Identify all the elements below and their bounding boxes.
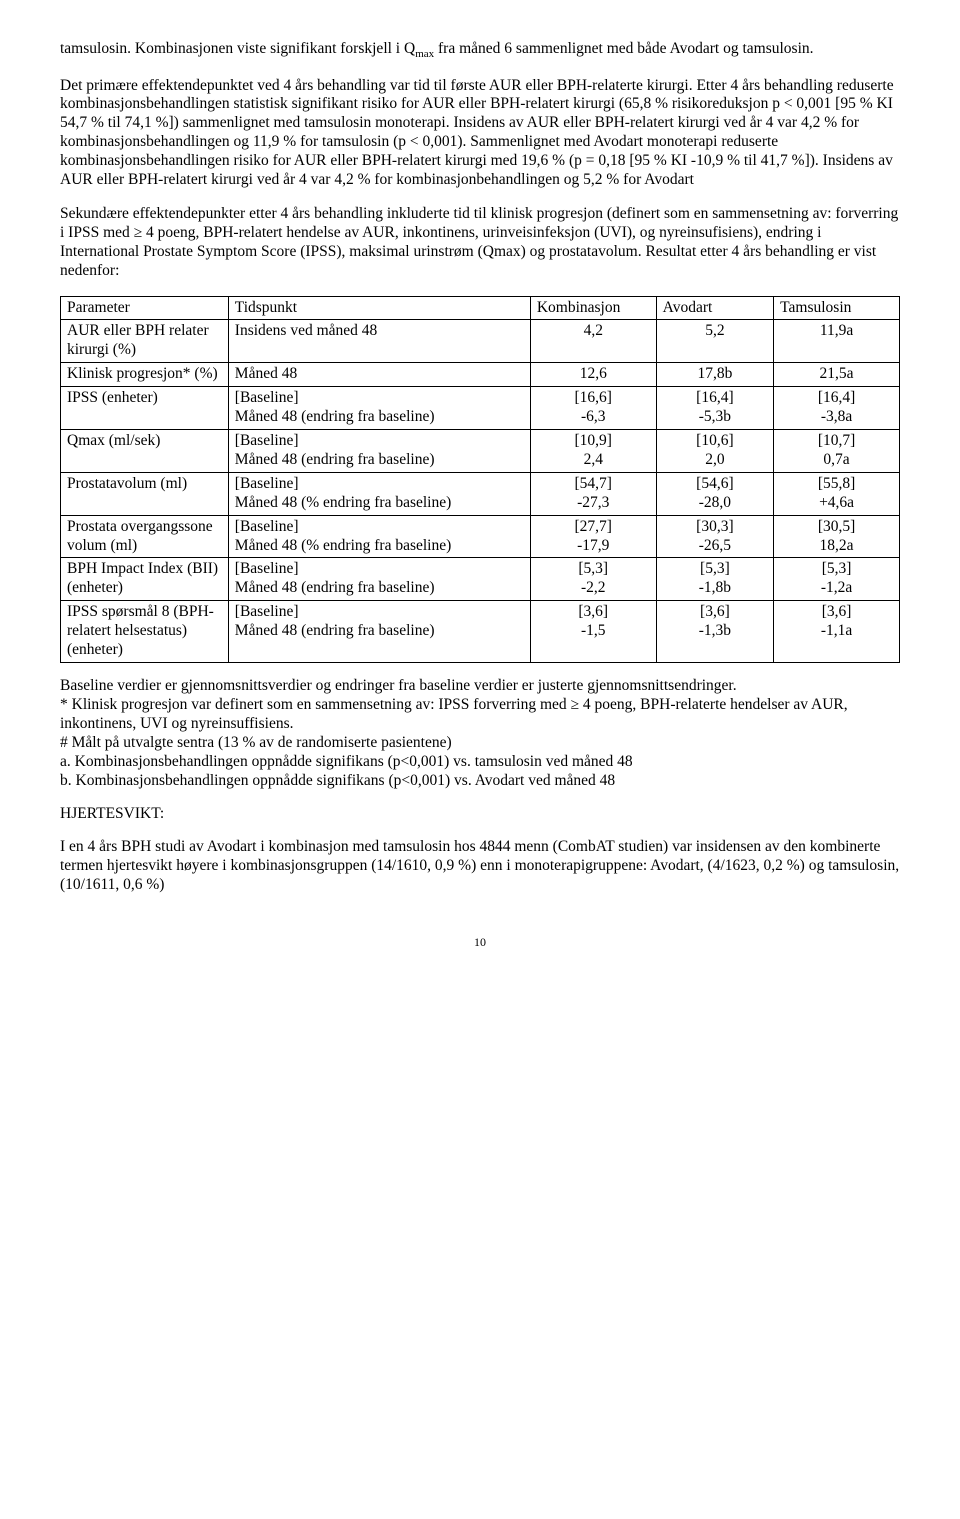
- footnote-line: # Målt på utvalgte sentra (13 % av de ra…: [60, 734, 452, 751]
- footnote-line: b. Kombinasjonsbehandlingen oppnådde sig…: [60, 772, 615, 789]
- table-row: Qmax (ml/sek)[Baseline] Måned 48 (endrin…: [61, 430, 900, 473]
- table-cell-tidspunkt: [Baseline] Måned 48 (% endring fra basel…: [228, 472, 530, 515]
- section-title: HJERTESVIKT:: [60, 805, 900, 824]
- table-cell-tidspunkt: [Baseline] Måned 48 (% endring fra basel…: [228, 515, 530, 558]
- table-header: Kombinasjon: [530, 296, 656, 320]
- paragraph-1: tamsulosin. Kombinasjonen viste signifik…: [60, 40, 900, 62]
- table-cell-parameter: BPH Impact Index (BII) (enheter): [61, 558, 229, 601]
- table-cell-value: 4,2: [530, 320, 656, 363]
- table-cell-parameter: Qmax (ml/sek): [61, 430, 229, 473]
- table-cell-parameter: Prostata overgangssone volum (ml): [61, 515, 229, 558]
- table-header: Tidspunkt: [228, 296, 530, 320]
- table-row: Prostatavolum (ml)[Baseline] Måned 48 (%…: [61, 472, 900, 515]
- table-cell-parameter: Klinisk progresjon* (%): [61, 363, 229, 387]
- table-cell-parameter: IPSS spørsmål 8 (BPH-relatert helsestatu…: [61, 601, 229, 663]
- table-row: IPSS (enheter)[Baseline] Måned 48 (endri…: [61, 387, 900, 430]
- table-cell-value: [55,8] +4,6a: [774, 472, 900, 515]
- table-cell-value: [5,3] -1,8b: [656, 558, 773, 601]
- table-cell-value: [5,3] -2,2: [530, 558, 656, 601]
- table-cell-value: [54,6] -28,0: [656, 472, 773, 515]
- table-cell-value: [54,7] -27,3: [530, 472, 656, 515]
- table-cell-parameter: IPSS (enheter): [61, 387, 229, 430]
- table-cell-value: 11,9a: [774, 320, 900, 363]
- table-cell-value: [3,6] -1,1a: [774, 601, 900, 663]
- table-footnotes: Baseline verdier er gjennomsnittsverdier…: [60, 677, 900, 790]
- table-cell-tidspunkt: [Baseline] Måned 48 (endring fra baselin…: [228, 387, 530, 430]
- table-cell-value: [27,7] -17,9: [530, 515, 656, 558]
- paragraph-1-post: fra måned 6 sammenlignet med både Avodar…: [434, 40, 813, 57]
- page-number: 10: [60, 935, 900, 950]
- table-row: Prostata overgangssone volum (ml)[Baseli…: [61, 515, 900, 558]
- footnote-line: a. Kombinasjonsbehandlingen oppnådde sig…: [60, 753, 633, 770]
- footnote-line: Baseline verdier er gjennomsnittsverdier…: [60, 677, 737, 694]
- table-header-row: Parameter Tidspunkt Kombinasjon Avodart …: [61, 296, 900, 320]
- table-cell-value: [30,3] -26,5: [656, 515, 773, 558]
- table-cell-tidspunkt: [Baseline] Måned 48 (endring fra baselin…: [228, 601, 530, 663]
- table-cell-value: [10,7] 0,7a: [774, 430, 900, 473]
- paragraph-2: Det primære effektendepunktet ved 4 års …: [60, 77, 900, 190]
- table-cell-tidspunkt: Insidens ved måned 48: [228, 320, 530, 363]
- table-cell-value: [5,3] -1,2a: [774, 558, 900, 601]
- table-cell-parameter: AUR eller BPH relater kirurgi (%): [61, 320, 229, 363]
- qmax-subscript: max: [415, 48, 434, 60]
- footnote-line: * Klinisk progresjon var definert som en…: [60, 696, 848, 732]
- table-cell-value: [16,4] -5,3b: [656, 387, 773, 430]
- table-row: AUR eller BPH relater kirurgi (%)Insiden…: [61, 320, 900, 363]
- table-cell-tidspunkt: Måned 48: [228, 363, 530, 387]
- results-table: Parameter Tidspunkt Kombinasjon Avodart …: [60, 296, 900, 663]
- table-cell-value: [3,6] -1,3b: [656, 601, 773, 663]
- table-cell-value: [30,5] 18,2a: [774, 515, 900, 558]
- table-cell-value: [16,6] -6,3: [530, 387, 656, 430]
- table-cell-tidspunkt: [Baseline] Måned 48 (endring fra baselin…: [228, 558, 530, 601]
- table-row: Klinisk progresjon* (%)Måned 4812,617,8b…: [61, 363, 900, 387]
- paragraph-3: Sekundære effektendepunkter etter 4 års …: [60, 205, 900, 281]
- table-cell-value: [10,6] 2,0: [656, 430, 773, 473]
- table-cell-value: 12,6: [530, 363, 656, 387]
- table-header: Avodart: [656, 296, 773, 320]
- table-cell-parameter: Prostatavolum (ml): [61, 472, 229, 515]
- table-header: Parameter: [61, 296, 229, 320]
- table-row: IPSS spørsmål 8 (BPH-relatert helsestatu…: [61, 601, 900, 663]
- paragraph-1-pre: tamsulosin. Kombinasjonen viste signifik…: [60, 40, 415, 57]
- table-cell-value: [3,6] -1,5: [530, 601, 656, 663]
- table-cell-tidspunkt: [Baseline] Måned 48 (endring fra baselin…: [228, 430, 530, 473]
- table-row: BPH Impact Index (BII) (enheter)[Baselin…: [61, 558, 900, 601]
- table-cell-value: 21,5a: [774, 363, 900, 387]
- paragraph-4: I en 4 års BPH studi av Avodart i kombin…: [60, 838, 900, 895]
- table-header: Tamsulosin: [774, 296, 900, 320]
- table-cell-value: 17,8b: [656, 363, 773, 387]
- table-cell-value: [10,9] 2,4: [530, 430, 656, 473]
- table-cell-value: [16,4] -3,8a: [774, 387, 900, 430]
- table-cell-value: 5,2: [656, 320, 773, 363]
